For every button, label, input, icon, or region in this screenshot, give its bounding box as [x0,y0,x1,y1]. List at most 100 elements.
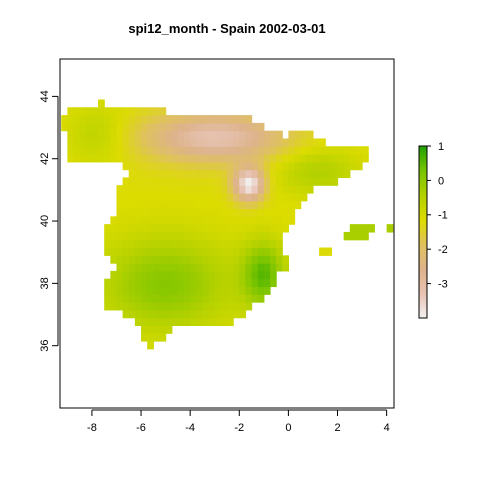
raster-cell [122,130,130,140]
raster-cell [171,138,179,147]
raster-cell [122,255,130,264]
legend-tick-label: -3 [438,278,448,290]
raster-cell [343,169,351,179]
raster-cell [227,192,234,202]
raster-cell [196,146,204,155]
raster-cell [122,122,130,132]
raster-cell [177,115,185,124]
raster-cell [67,122,75,132]
raster-cell [362,231,369,241]
raster-cell [202,224,210,233]
raster-cell [208,294,216,303]
raster-cell [233,224,240,233]
raster-cell [184,247,191,256]
raster-cell [227,239,234,249]
raster-cell [355,224,363,233]
raster-cell [227,161,234,171]
raster-cell [122,216,130,225]
raster-cell [208,216,216,225]
raster-cell [355,154,363,163]
raster-cell [233,255,240,264]
raster-cell [233,138,240,147]
raster-cell [196,115,204,124]
raster-cell [110,294,118,303]
raster-cell [128,138,136,147]
raster-cell [263,161,271,171]
raster-cell [202,239,210,249]
raster-cell [239,177,247,186]
raster-cell [263,263,271,272]
raster-cell [208,200,216,210]
raster-cell [288,130,296,140]
raster-cell [245,185,253,194]
raster-cell [208,302,216,311]
raster-cell [73,154,81,163]
raster-cell [153,146,161,155]
raster-cell [190,177,197,186]
raster-cell [116,146,124,155]
raster-cell [159,122,167,132]
raster-cell [190,154,197,163]
raster-cell [257,263,265,272]
raster-cell [196,169,204,179]
raster-cell [141,247,148,256]
raster-cell [251,294,259,303]
raster-cell [233,177,240,186]
raster-cell [214,115,222,124]
raster-cell [208,247,216,256]
raster-cell [159,278,167,288]
raster-cell [233,270,240,280]
raster-cell [319,154,326,163]
raster-cell [300,185,308,194]
raster-cell [122,115,130,124]
raster-cell [184,161,191,171]
raster-cell [67,138,75,147]
raster-cell [153,200,161,210]
raster-cell [171,255,179,264]
raster-cell [116,247,124,256]
raster-cell [220,161,228,171]
raster-cell [184,317,191,327]
raster-cell [319,169,326,179]
raster-cell [251,154,259,163]
raster-cell [282,255,289,264]
raster-cell [159,302,167,311]
x-axis: -8 -6 -4 -2 0 2 4 [87,409,390,434]
raster-cell [153,317,161,327]
raster-cell [331,154,339,163]
raster-cell [208,192,216,202]
raster-cell [116,138,124,147]
raster-cell [134,278,142,288]
raster-cell [141,138,148,147]
raster-cell [300,146,308,155]
color-legend: 1 0 -1 -2 -3 [418,141,448,319]
raster-cell [134,146,142,155]
raster-cell [165,224,173,233]
raster-cell [165,255,173,264]
raster-cell [177,177,185,186]
raster-cell [147,161,154,171]
raster-cell [134,208,142,217]
raster-cell [202,208,210,217]
raster-cell [214,309,222,319]
raster-cell [245,255,253,264]
raster-cell [98,122,105,132]
raster-cell [276,239,283,249]
raster-cell [239,224,247,233]
raster-cell [214,146,222,155]
raster-cell [362,224,369,233]
raster-cell [257,169,265,179]
raster-cell [233,154,240,163]
raster-cell [227,278,234,288]
x-tick-label: -6 [136,422,146,434]
raster-cell [153,154,161,163]
raster-cell [269,239,277,249]
raster-cell [190,278,197,288]
raster-cell [184,122,191,132]
raster-cell [128,216,136,225]
raster-cell [257,192,265,202]
raster-cell [325,169,332,179]
raster-cell [128,302,136,311]
raster-cell [141,154,148,163]
raster-cell [190,138,197,147]
